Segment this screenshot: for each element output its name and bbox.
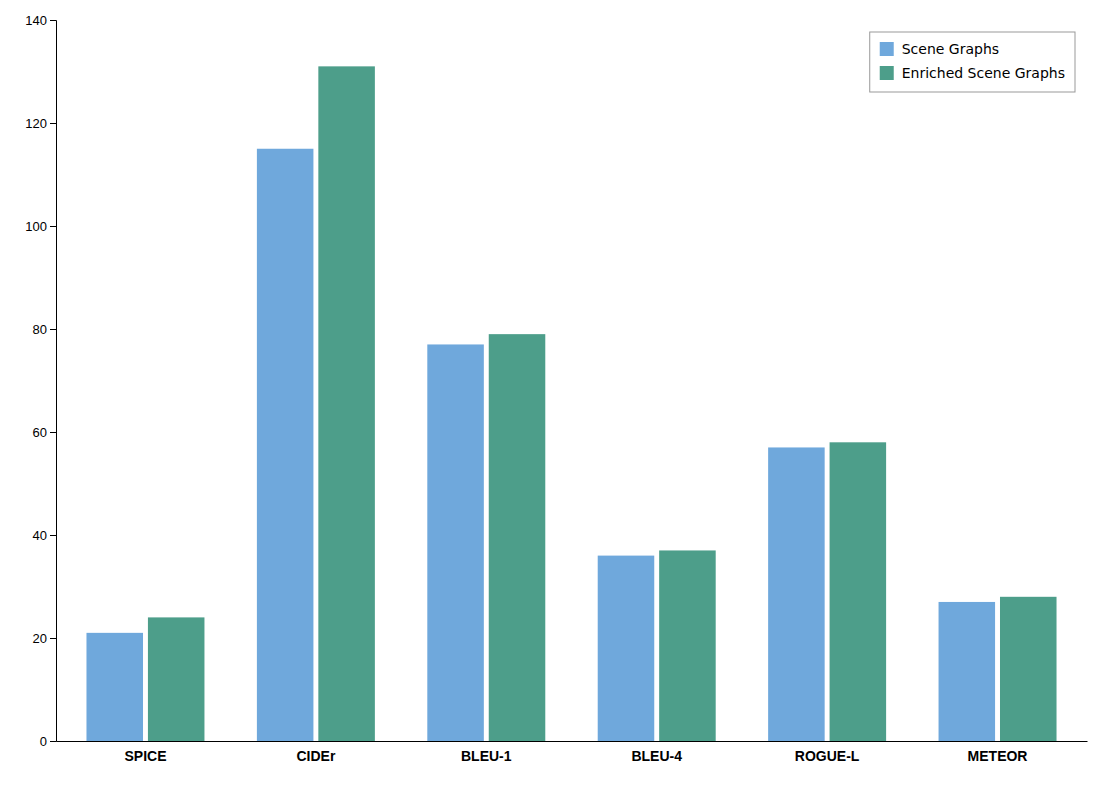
tick: SPICE <box>124 741 166 764</box>
legend-swatch <box>880 42 894 56</box>
tick-mark <box>50 638 56 639</box>
tick-label: 20 <box>33 631 47 646</box>
tick-label: BLEU-4 <box>631 748 682 764</box>
tick-label: 40 <box>33 528 47 543</box>
legend-swatch <box>880 66 894 80</box>
tick: 40 <box>33 528 56 543</box>
legend-items: Scene Graphs Enriched Scene Graphs <box>880 41 1065 81</box>
tick-label: METEOR <box>968 748 1028 764</box>
legend-box <box>870 32 1075 92</box>
bar <box>148 617 205 741</box>
tick: 120 <box>25 116 56 131</box>
tick-label: CIDEr <box>296 748 335 764</box>
bar <box>939 602 996 741</box>
legend-label: Scene Graphs <box>902 41 999 57</box>
x-axis: SPICE CIDEr BLEU-1 BLEU-4 ROGUE-L METEOR <box>57 741 1088 764</box>
tick-mark <box>50 535 56 536</box>
tick-label: BLEU-1 <box>461 748 512 764</box>
tick: ROGUE-L <box>795 741 860 764</box>
tick-label: 120 <box>25 116 47 131</box>
tick: 80 <box>33 322 56 337</box>
tick: 100 <box>25 219 56 234</box>
y-axis: 0 20 40 60 80 100 120 140 <box>25 13 56 749</box>
axis-line <box>57 741 1088 742</box>
tick: BLEU-1 <box>461 741 512 764</box>
tick-mark <box>50 432 56 433</box>
tick-label: SPICE <box>124 748 166 764</box>
bars <box>86 66 1056 741</box>
tick-label: 80 <box>33 322 47 337</box>
legend-label: Enriched Scene Graphs <box>902 65 1065 81</box>
bar <box>768 447 825 741</box>
tick-mark <box>50 123 56 124</box>
bar <box>598 556 655 741</box>
tick: 140 <box>25 13 56 28</box>
tick: 0 <box>40 734 56 749</box>
tick: CIDEr <box>296 741 335 764</box>
axis-line <box>50 21 57 742</box>
tick-mark <box>50 20 56 21</box>
bar <box>427 344 484 741</box>
tick-mark <box>50 226 56 227</box>
tick-mark <box>50 329 56 330</box>
bar-series <box>86 149 995 741</box>
chart: 0 20 40 60 80 100 120 140 SPICE CIDEr BLEU-1 BLEU-4… <box>0 0 1107 785</box>
bar <box>659 550 716 741</box>
bar <box>318 66 375 741</box>
tick-mark <box>50 741 56 742</box>
bar-series <box>148 66 1057 741</box>
legend-item: Enriched Scene Graphs <box>880 65 1065 81</box>
tick: 60 <box>33 425 56 440</box>
tick-label: 140 <box>25 13 47 28</box>
plot: 0 20 40 60 80 100 120 140 SPICE CIDEr BLEU-1 BLEU-4… <box>25 13 1087 764</box>
legend: Scene Graphs Enriched Scene Graphs <box>870 32 1075 92</box>
tick: 20 <box>33 631 56 646</box>
legend-item: Scene Graphs <box>880 41 999 57</box>
tick-label: 100 <box>25 219 47 234</box>
tick-label: 0 <box>40 734 47 749</box>
bar <box>1000 597 1057 741</box>
bar <box>86 633 143 741</box>
tick-label: ROGUE-L <box>795 748 860 764</box>
bar <box>830 442 887 741</box>
tick: METEOR <box>968 741 1028 764</box>
tick: BLEU-4 <box>631 741 682 764</box>
bar <box>257 149 314 741</box>
bar <box>489 334 546 741</box>
tick-label: 60 <box>33 425 47 440</box>
